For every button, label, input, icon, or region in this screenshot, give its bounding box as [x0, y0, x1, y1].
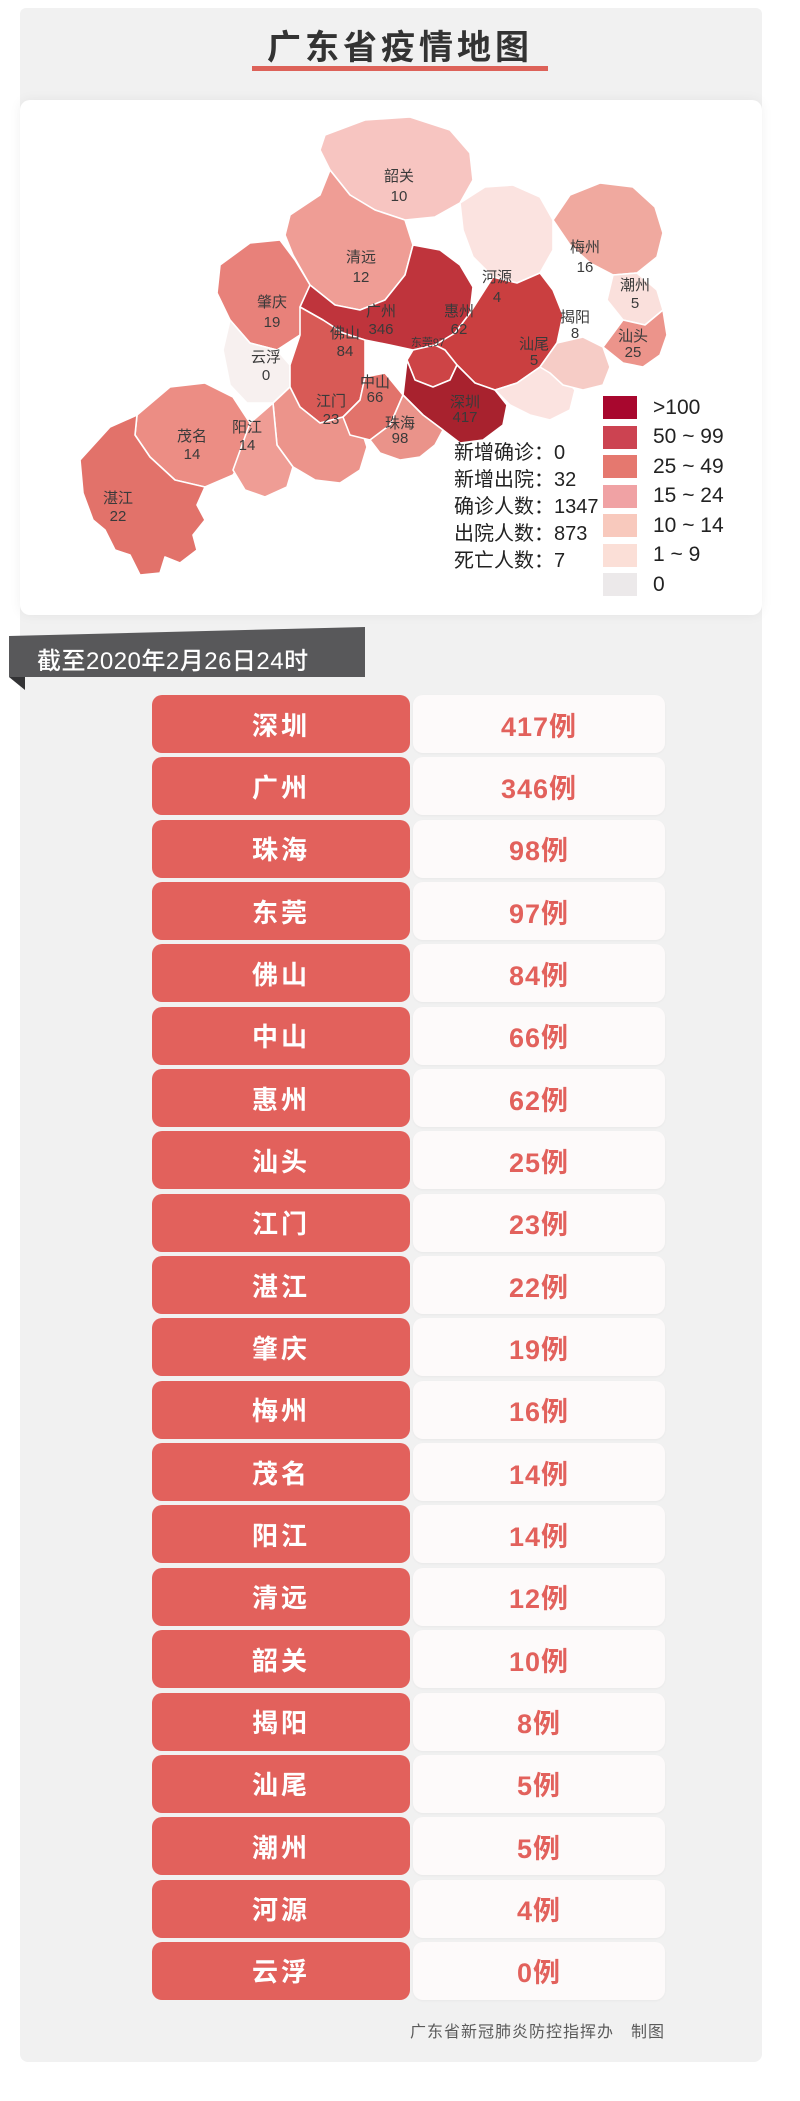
svg-text:5: 5: [631, 295, 639, 312]
svg-text:23: 23: [323, 411, 340, 428]
svg-text:梅州: 梅州: [570, 239, 600, 256]
svg-text:346: 346: [368, 321, 393, 338]
svg-text:茂名: 茂名: [177, 428, 207, 445]
svg-text:4: 4: [493, 289, 501, 306]
svg-text:62: 62: [451, 321, 468, 338]
svg-text:5: 5: [530, 352, 538, 369]
svg-text:湛江: 湛江: [103, 490, 133, 507]
svg-text:12: 12: [353, 269, 370, 286]
svg-text:10: 10: [391, 188, 408, 205]
svg-text:佛山: 佛山: [330, 325, 360, 342]
svg-text:清远: 清远: [346, 249, 376, 266]
svg-text:惠州: 惠州: [444, 303, 474, 320]
svg-text:河源: 河源: [482, 269, 512, 286]
svg-text:16: 16: [577, 259, 594, 276]
svg-text:潮州: 潮州: [620, 277, 650, 294]
svg-text:0: 0: [262, 367, 270, 384]
svg-text:东莞97: 东莞97: [411, 336, 445, 349]
svg-text:25: 25: [625, 344, 642, 361]
svg-text:417: 417: [452, 409, 477, 426]
svg-text:广州: 广州: [366, 303, 396, 320]
svg-text:汕尾: 汕尾: [519, 336, 549, 353]
svg-text:19: 19: [264, 314, 281, 331]
svg-text:98: 98: [392, 430, 409, 447]
svg-text:8: 8: [571, 325, 579, 342]
svg-text:14: 14: [239, 437, 256, 454]
svg-text:韶关: 韶关: [384, 168, 414, 185]
svg-text:汕头: 汕头: [618, 328, 648, 345]
svg-text:云浮: 云浮: [251, 349, 281, 366]
svg-text:84: 84: [337, 343, 354, 360]
svg-text:阳江: 阳江: [232, 419, 262, 436]
svg-text:14: 14: [184, 446, 201, 463]
svg-text:22: 22: [110, 508, 127, 525]
svg-text:江门: 江门: [316, 393, 346, 410]
svg-text:揭阳: 揭阳: [560, 309, 590, 326]
svg-text:66: 66: [367, 389, 384, 406]
svg-text:肇庆: 肇庆: [257, 294, 287, 311]
